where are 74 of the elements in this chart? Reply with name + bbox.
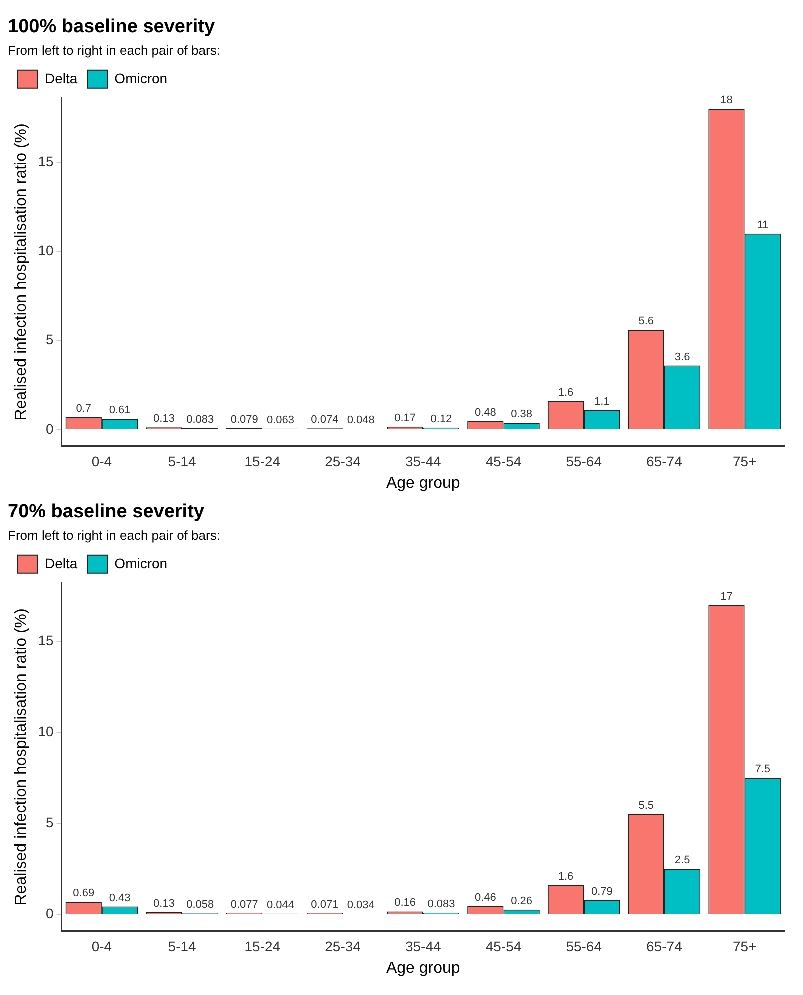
data-label: 0.38 [511, 408, 533, 421]
x-tick-label: 65-74 [646, 453, 683, 470]
data-label: 0.43 [109, 892, 131, 904]
data-label: 18 [720, 94, 733, 107]
y-axis-title: Realised infection hospitalisation ratio (%) [13, 608, 30, 906]
y-tick-label: 0 [46, 420, 54, 437]
data-label: 0.79 [591, 886, 613, 898]
data-label: 1.6 [558, 386, 574, 399]
data-label: 0.46 [474, 892, 496, 904]
legend-label: Omicron [114, 70, 168, 86]
chart-title: 100% baseline severity [8, 16, 216, 38]
data-label: 0.12 [430, 413, 452, 426]
data-label: 0.61 [109, 404, 131, 417]
data-label: 0.26 [511, 895, 533, 908]
x-tick-label: 0-4 [92, 938, 112, 954]
data-label: 0.48 [474, 406, 496, 419]
x-tick-label: 15-24 [244, 938, 281, 954]
y-tick-label: 0 [46, 905, 54, 922]
legend-title: From left to right in each pair of bars: [8, 42, 220, 58]
legend-title: From left to right in each pair of bars: [8, 528, 220, 543]
data-label: 0.058 [186, 899, 214, 912]
x-tick-label: 25-34 [325, 938, 362, 954]
data-label: 11 [757, 219, 769, 232]
x-tick-label: 75+ [732, 938, 757, 954]
legend-label: Delta [45, 555, 78, 572]
legend-label: Delta [45, 70, 78, 86]
x-tick-label: 45-54 [486, 938, 522, 954]
data-label: 0.071 [311, 898, 339, 911]
x-tick-label: 55-64 [566, 453, 602, 470]
data-label: 7.5 [755, 764, 771, 776]
y-tick-label: 10 [38, 242, 54, 259]
x-axis-title: Age group [386, 960, 460, 977]
data-label: 0.063 [266, 414, 295, 426]
y-tick-label: 5 [46, 332, 54, 348]
data-label: 0.048 [347, 414, 375, 427]
x-tick-label: 15-24 [244, 453, 281, 470]
x-tick-label: 35-44 [405, 453, 442, 470]
data-label: 0.077 [230, 898, 258, 911]
data-label: 3.6 [674, 351, 690, 364]
x-tick-label: 45-54 [486, 453, 522, 470]
data-label: 0.034 [347, 900, 375, 912]
x-axis-title: Age group [386, 474, 460, 492]
x-tick-label: 35-44 [405, 938, 442, 954]
y-tick-label: 15 [38, 153, 54, 170]
x-tick-label: 5-14 [168, 453, 197, 470]
data-label: 2.5 [674, 854, 690, 867]
y-tick-label: 15 [38, 632, 54, 648]
y-axis-title: Realised infection hospitalisation ratio (%) [13, 124, 30, 421]
data-label: 17 [720, 590, 733, 603]
x-tick-label: 75+ [732, 453, 757, 470]
x-tick-label: 55-64 [566, 938, 602, 954]
data-label: 0.13 [154, 898, 175, 910]
chart-title: 70% baseline severity [8, 502, 205, 523]
data-label: 0.074 [311, 414, 339, 426]
x-tick-label: 65-74 [646, 938, 683, 954]
data-label: 0.044 [266, 899, 295, 912]
data-label: 0.16 [394, 897, 416, 910]
data-label: 0.083 [428, 898, 456, 911]
data-label: 1.1 [594, 396, 610, 408]
x-tick-label: 25-34 [325, 453, 362, 470]
data-label: 0.7 [76, 403, 92, 416]
legend-label: Omicron [114, 555, 168, 572]
data-label: 0.17 [394, 412, 416, 424]
data-label: 0.083 [186, 414, 214, 426]
data-label: 0.079 [230, 414, 258, 426]
x-tick-label: 0-4 [92, 453, 112, 470]
data-label: 0.13 [154, 413, 175, 426]
data-label: 5.6 [638, 316, 654, 328]
data-label: 1.6 [558, 871, 574, 884]
y-tick-label: 10 [38, 723, 54, 740]
data-label: 5.5 [638, 800, 654, 812]
x-tick-label: 5-14 [168, 938, 197, 954]
y-tick-label: 5 [46, 814, 54, 830]
data-label: 0.69 [73, 888, 95, 900]
